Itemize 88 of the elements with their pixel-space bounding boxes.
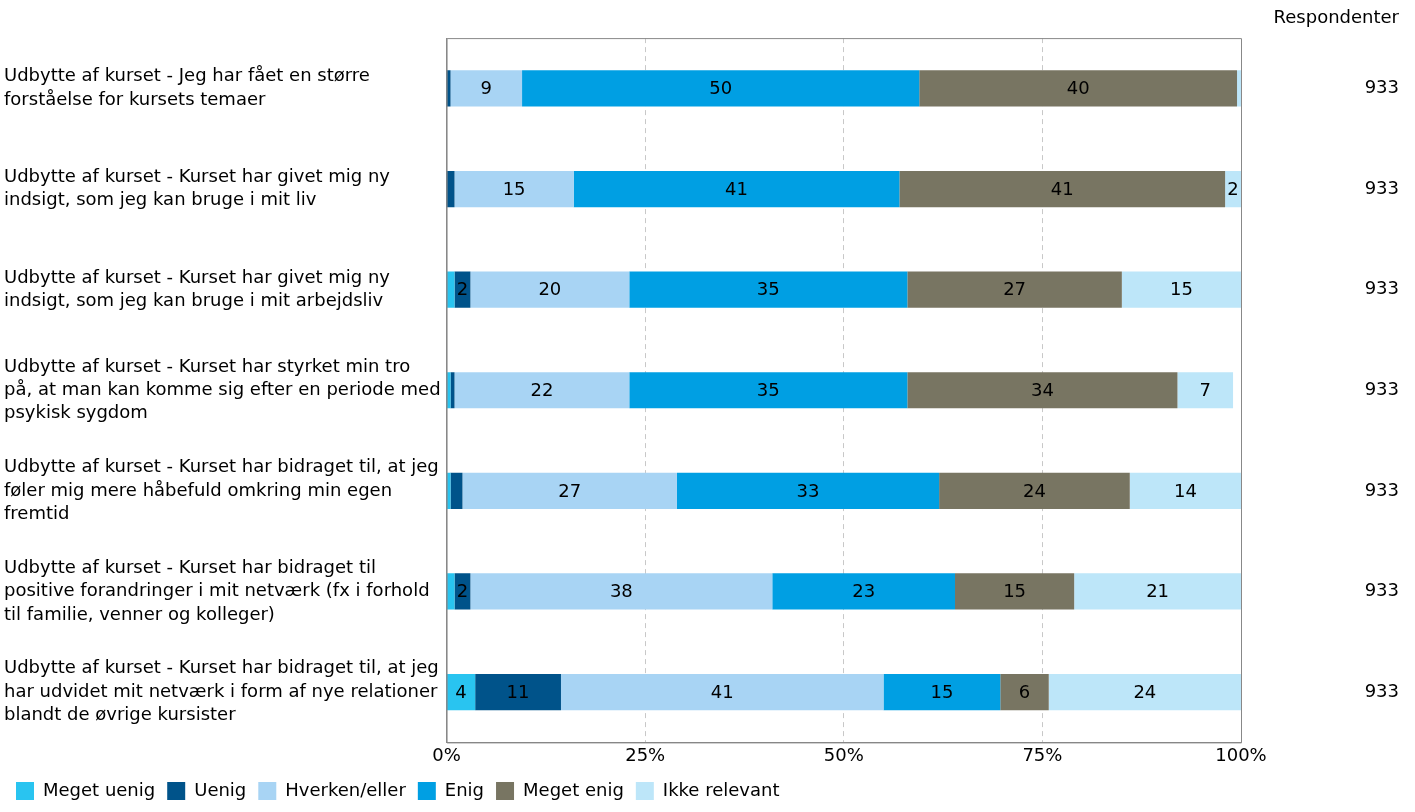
data-label: 24 (1133, 680, 1157, 702)
y-tick-label: Udbytte af kurset - Kurset har bidraget til, at jeg har udvidet mit netværk i form af nye relationer blandt de øvrige kursister (4, 656, 439, 725)
x-tick-label: 25% (625, 743, 666, 765)
data-label: 34 (1030, 378, 1054, 400)
data-label: 27 (1003, 278, 1027, 300)
data-label: 9 (480, 77, 493, 99)
data-label: 41 (710, 680, 734, 702)
y-tick-label: Udbytte af kurset - Kurset har givet mig ny indsigt, som jeg kan bruge i mit arbejdsliv (4, 265, 391, 311)
bar (1237, 70, 1241, 107)
data-label: 4 (455, 680, 467, 702)
bar (919, 70, 1238, 107)
y-tick-label: Udbytte af kurset - Kurset har bidraget til, at jeg føler mig mere håbefuld omkring min egen fremtid (4, 455, 439, 523)
legend-label: Hverken/eller (285, 778, 407, 800)
data-label: 2 (456, 278, 469, 300)
y-tick-label: Udbytte af kurset - Kurset har givet mig ny indsigt, som jeg kan bruge i mit liv (4, 164, 391, 210)
data-label: 35 (756, 278, 780, 300)
text: 933 (1364, 176, 1399, 198)
y-tick-label: Udbytte af kurset - Jeg har fået en større forståelse for kursets temaer (4, 64, 370, 109)
bar (1074, 573, 1241, 610)
bar (676, 472, 940, 509)
bar (899, 170, 1226, 208)
bar (450, 472, 463, 509)
bar (939, 472, 1130, 509)
bar (955, 573, 1075, 610)
data-label: 15 (1003, 580, 1027, 602)
data-label: 2 (456, 580, 469, 602)
legend-label: Enig (444, 778, 485, 800)
legend-label: Ikke relevant (662, 778, 780, 800)
x-tick-label: 50% (823, 743, 864, 765)
bar (450, 70, 523, 107)
bar (470, 271, 630, 308)
data-label: 50 (709, 77, 733, 99)
text: 933 (1364, 277, 1399, 299)
bar (1000, 673, 1049, 711)
bar (629, 372, 908, 409)
bar (462, 472, 677, 509)
data-label: 6 (1018, 680, 1031, 702)
text: 933 (1364, 377, 1399, 399)
x-tick-label: 0% (432, 743, 461, 765)
bar (907, 372, 1178, 409)
legend-label: Meget enig (523, 778, 624, 800)
bar (1177, 372, 1234, 409)
bar (470, 573, 773, 610)
bar (446, 573, 455, 610)
text: 933 (1364, 76, 1399, 98)
data-label: 35 (756, 378, 780, 400)
bar (1121, 271, 1241, 308)
y-tick-label: Udbytte af kurset - Kurset har styrket min tro på, at man kan komme sig efter en periode med psykisk sygdom (4, 354, 441, 423)
bar (883, 673, 1001, 711)
x-tick-label: 75% (1022, 743, 1063, 765)
data-label: 7 (1199, 378, 1211, 400)
data-label: 11 (506, 680, 530, 702)
legend-label: Meget uenig (43, 778, 156, 800)
data-label: 20 (538, 278, 562, 300)
bar (560, 673, 884, 711)
bar (1048, 673, 1241, 711)
data-label: 40 (1066, 77, 1090, 99)
data-label: 41 (725, 177, 748, 199)
y-tick-label: Udbytte af kurset - Kurset har bidraget til positive forandringer i mit netværk (fx i forhold til familie, venner og kolleger) (4, 555, 430, 624)
bar (522, 70, 920, 107)
data-label: 15 (930, 680, 954, 702)
data-label: 15 (502, 177, 526, 199)
data-label: 23 (852, 580, 876, 602)
text: 933 (1364, 478, 1399, 500)
data-label: 27 (558, 479, 582, 501)
bar (475, 673, 561, 711)
data-label: 38 (609, 580, 633, 602)
text: Respondenter (1273, 5, 1400, 27)
bar (450, 372, 455, 409)
x-tick-label: 100% (1215, 743, 1267, 765)
data-label: 14 (1173, 479, 1197, 501)
data-label: 24 (1023, 479, 1046, 501)
data-label: 21 (1146, 580, 1170, 602)
bar (1129, 472, 1241, 509)
legend-label: Uenig (194, 778, 247, 800)
bar (454, 170, 574, 208)
data-label: 2 (1227, 177, 1239, 199)
bar (629, 271, 908, 308)
data-label: 33 (796, 479, 820, 501)
bar (454, 372, 630, 409)
bar (907, 271, 1122, 308)
data-label: 15 (1169, 278, 1193, 300)
text: 933 (1364, 579, 1399, 601)
data-label: 41 (1050, 177, 1074, 199)
bar (573, 170, 900, 208)
data-label: 22 (530, 378, 554, 400)
text: 933 (1364, 679, 1399, 701)
bar (772, 573, 956, 610)
